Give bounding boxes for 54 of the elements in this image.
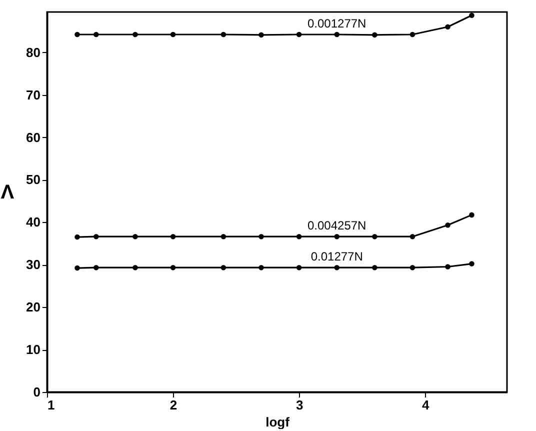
point [220,32,226,38]
x-tick-label: 1 [48,398,55,412]
point [220,234,226,240]
point [74,265,80,271]
point [170,32,176,38]
point [469,12,474,18]
x-tick-label: 3 [296,398,304,412]
y-tick-label: 70 [26,87,40,102]
series-label: 0.004257N [308,218,366,233]
y-tick-label: 60 [26,130,40,145]
y-tick-label: 40 [26,214,40,230]
point [469,212,474,218]
point [132,264,138,270]
point [132,234,138,240]
point [258,264,264,270]
x-tick-label: 2 [170,398,178,412]
series-label: 0.001277N [308,16,366,31]
y-tick-label: 30 [26,257,40,272]
point [132,32,138,38]
point [334,264,340,270]
y-tick-label: 20 [26,300,40,315]
point [410,32,416,38]
point [296,234,302,240]
point [74,32,80,38]
point [445,222,450,228]
x-axis-title: logf [266,414,290,430]
point [220,264,226,270]
point [170,264,176,270]
point [469,261,474,266]
point [258,32,264,38]
series-label: 0.01277N [310,250,363,264]
x-tick-label: 4 [422,398,430,412]
point [410,234,416,240]
point [94,234,99,240]
y-tick-label: 80 [26,44,40,60]
point [170,234,176,240]
point [445,24,450,30]
y-tick-label: 50 [26,172,40,188]
point [334,32,340,38]
point [296,32,302,38]
y-tick-label: 0 [33,384,40,400]
point [94,264,99,270]
point [372,234,378,240]
point [372,32,378,38]
point [410,264,416,270]
y-tick-label: 10 [26,342,40,358]
y-axis-title: Λ [0,182,15,204]
point [334,234,340,240]
point [94,32,99,38]
point [296,264,302,270]
point [258,234,264,240]
point [74,234,80,240]
point [445,264,450,270]
point [372,264,378,270]
